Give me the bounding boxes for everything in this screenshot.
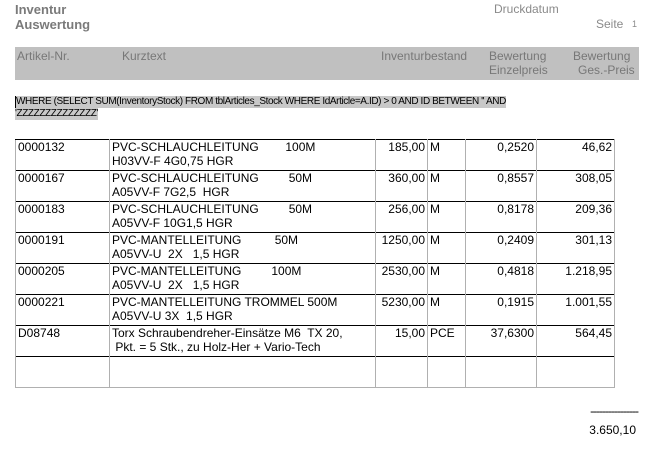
col-ges-2: Ges.-Preis [578,63,635,77]
cell-text: PVC-MANTELLEITUNG TROMMEL 500M A05VV-U 3… [109,294,376,326]
empty-cell [109,356,376,388]
cell-price: 37,6300 [465,325,537,357]
cell-text: PVC-MANTELLEITUNG 50M A05VV-U 2X 1,5 HGR [109,232,376,264]
cell-unit: M [427,263,466,295]
report-subtitle: Auswertung [15,17,91,32]
report-title: Inventur [15,2,67,17]
sql-filter-line-1: WHERE (SELECT SUM(InventoryStock) FROM t… [15,96,506,108]
cell-qty: 5230,00 [375,294,428,326]
empty-cell [536,356,615,388]
cell-unit: PCE [427,325,466,357]
col-ges-1: Bewertung [573,49,631,63]
cell-qty: 1250,00 [375,232,428,264]
empty-cell [427,356,466,388]
column-header-band: Artikel-Nr. Kurztext Inventurbestand Bew… [15,47,639,80]
col-bestand: Inventurbestand [381,49,468,63]
empty-row [15,356,615,388]
col-artikel: Artikel-Nr. [17,49,70,63]
cell-text: PVC-SCHLAUCHLEITUNG 100M H03VV-F 4G0,75 … [109,139,376,171]
total-sum: 3.650,10 [589,423,636,437]
table-row: 0000167 PVC-SCHLAUCHLEITUNG 50M A05VV-F 7… [15,170,615,202]
table-row: 0000221 PVC-MANTELLEITUNG TROMMEL 500M A0… [15,294,615,326]
cell-qty: 256,00 [375,201,428,233]
cell-nr: 0000191 [15,232,110,264]
cell-total: 1.001,55 [536,294,615,326]
cell-unit: M [427,170,466,202]
cell-nr: 0000205 [15,263,110,295]
page-number: 1 [632,19,638,29]
empty-cell [375,356,428,388]
cell-total: 308,05 [536,170,615,202]
cell-qty: 185,00 [375,139,428,171]
cell-nr: 0000132 [15,139,110,171]
print-date-label: Druckdatum [494,2,559,16]
empty-cell [15,356,110,388]
cell-nr: 0000167 [15,170,110,202]
cell-nr: 0000183 [15,201,110,233]
cell-price: 0,4818 [465,263,537,295]
cell-total: 1.218,95 [536,263,615,295]
sql-filter-line-2: 'ZZZZZZZZZZZZZZ' [15,108,98,120]
cell-price: 0,1915 [465,294,537,326]
cell-qty: 15,00 [375,325,428,357]
cell-price: 0,2520 [465,139,537,171]
inventory-table: 0000132 PVC-SCHLAUCHLEITUNG 100M H03VV-F … [15,139,615,388]
cell-text: PVC-SCHLAUCHLEITUNG 50M A05VV-F 10G1,5 H… [109,201,376,233]
cell-nr: 0000221 [15,294,110,326]
cell-unit: M [427,139,466,171]
table-row: 0000132 PVC-SCHLAUCHLEITUNG 100M H03VV-F … [15,139,615,171]
col-einzel-2: Einzelpreis [489,63,548,77]
cell-total: 564,45 [536,325,615,357]
sum-separator: ---------------- [590,404,639,418]
table-row: 0000191 PVC-MANTELLEITUNG 50M A05VV-U 2X … [15,232,615,264]
table-row: 0000183 PVC-SCHLAUCHLEITUNG 50M A05VV-F 1… [15,201,615,233]
cell-price: 0,8557 [465,170,537,202]
cell-price: 0,8178 [465,201,537,233]
table-row: 0000205 PVC-MANTELLEITUNG 100M A05VV-U 2X… [15,263,615,295]
cell-total: 301,13 [536,232,615,264]
empty-cell [465,356,537,388]
cell-unit: M [427,294,466,326]
cell-text: PVC-MANTELLEITUNG 100M A05VV-U 2X 1,5 HG… [109,263,376,295]
cell-text: Torx Schraubendreher-Einsätze M6 TX 20, … [109,325,376,357]
cell-unit: M [427,201,466,233]
cell-price: 0,2409 [465,232,537,264]
col-kurztext: Kurztext [122,49,167,63]
cell-unit: M [427,232,466,264]
cell-nr: D08748 [15,325,110,357]
cell-text: PVC-SCHLAUCHLEITUNG 50M A05VV-F 7G2,5 HG… [109,170,376,202]
table-row: D08748 Torx Schraubendreher-Einsätze M6 T… [15,325,615,357]
cell-total: 209,36 [536,201,615,233]
col-einzel-1: Bewertung [489,49,547,63]
page-label: Seite [596,17,624,31]
cell-qty: 360,00 [375,170,428,202]
cell-qty: 2530,00 [375,263,428,295]
cell-total: 46,62 [536,139,615,171]
